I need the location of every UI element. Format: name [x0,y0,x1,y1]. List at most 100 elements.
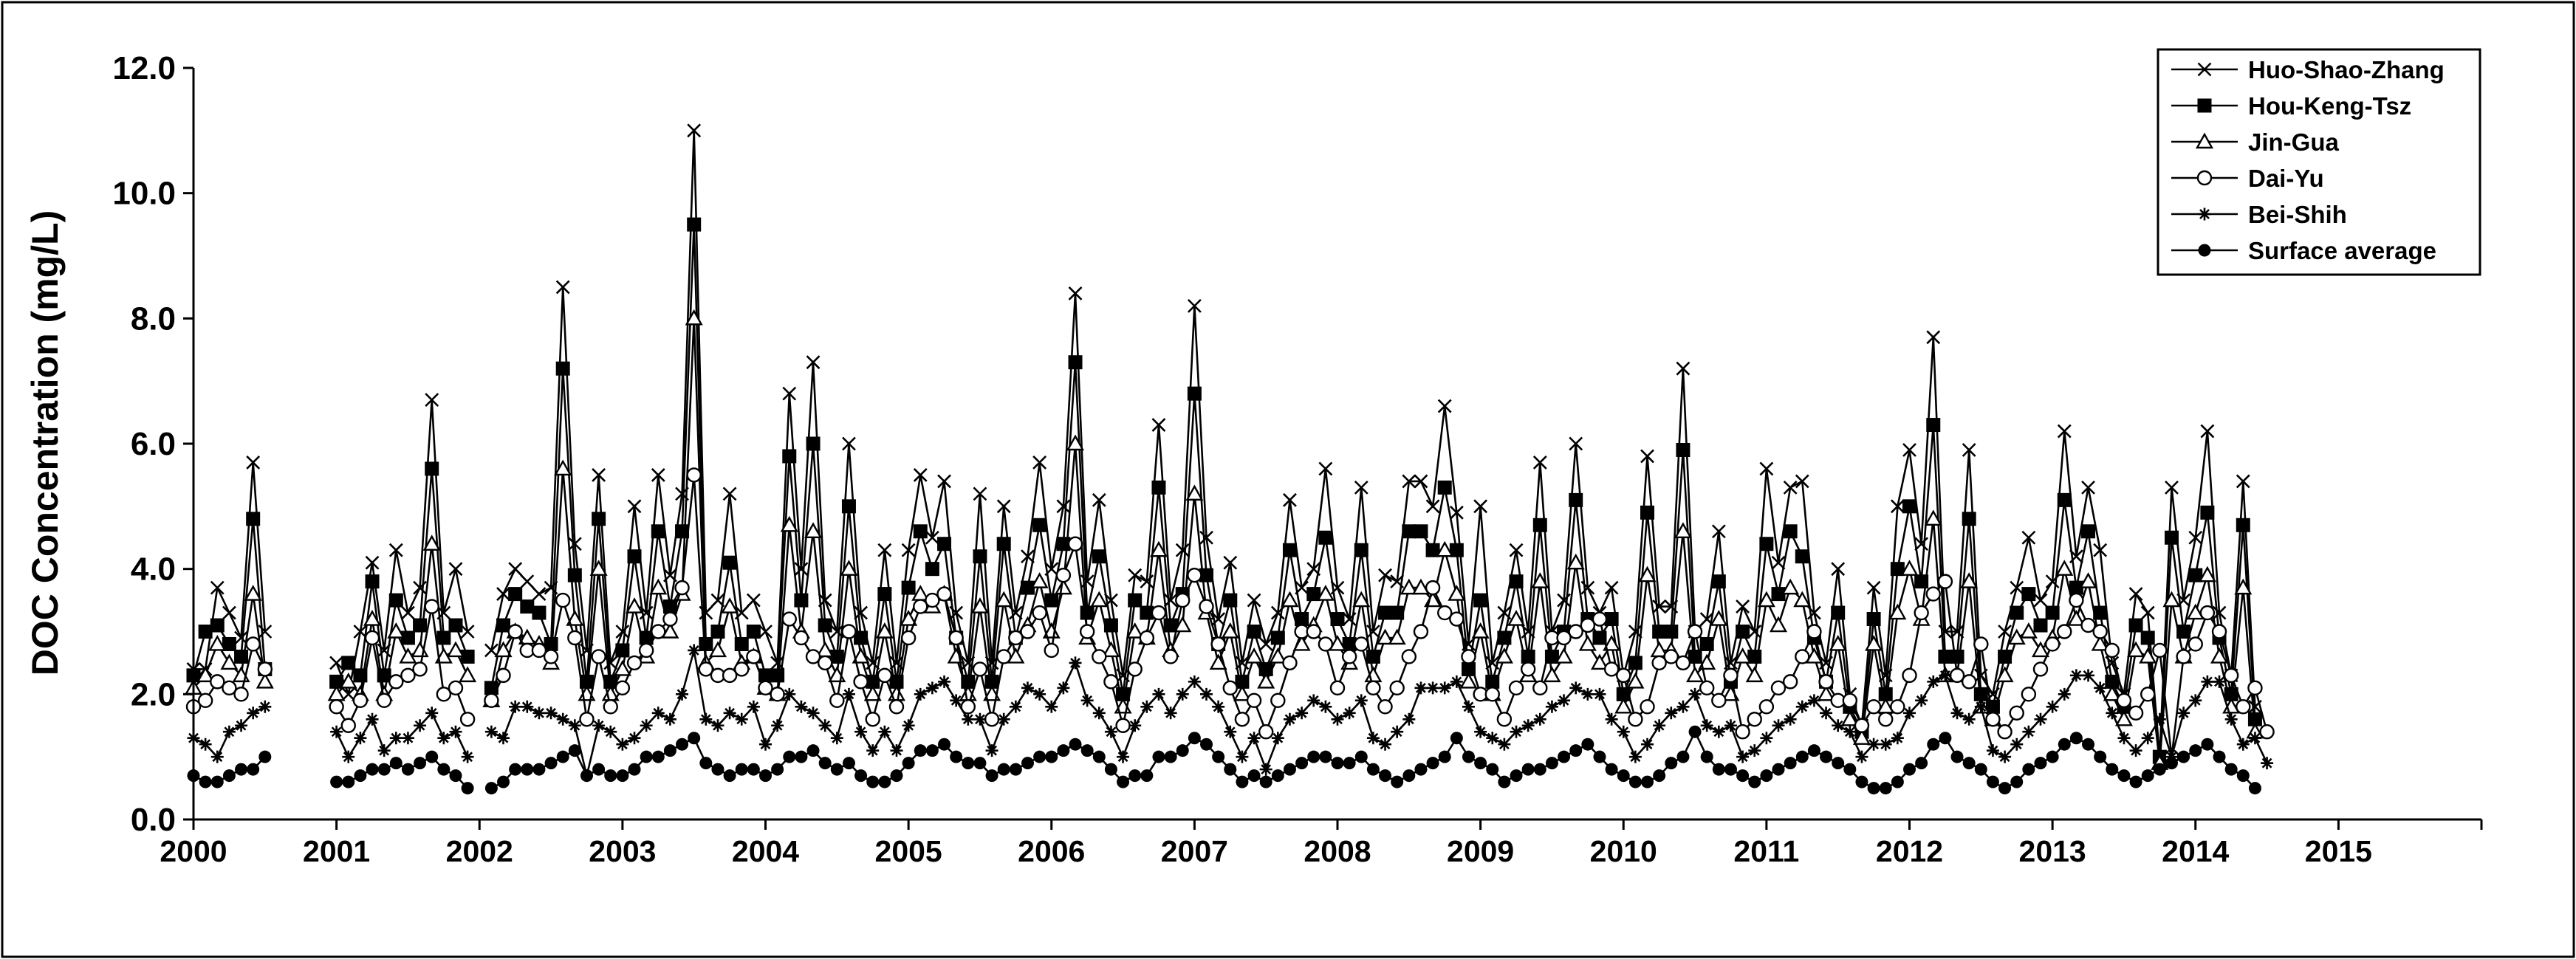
data-point [1366,763,1380,776]
data-point [1187,386,1202,401]
data-point [1617,725,1630,738]
data-point [1902,499,1916,514]
data-point [783,750,796,763]
data-point [604,725,617,738]
data-point [1566,553,1585,570]
data-point [2198,566,2216,582]
data-point [1295,707,1309,720]
data-point [973,757,987,770]
data-point [795,750,808,763]
data-point [1807,694,1820,707]
data-point [805,649,821,664]
data-point [1378,605,1393,620]
data-point [1832,719,1845,732]
data-point [1379,738,1392,751]
data-point [2201,738,2214,751]
legend-label: Huo-Shao-Zhang [2248,56,2445,83]
data-point [1962,712,1976,726]
data-point [1724,719,1737,732]
data-point [1283,712,1296,726]
data-point [1128,719,1142,732]
data-point [1855,750,1868,763]
legend-item-bei-shih: Bei-Shih [2171,201,2347,228]
data-point [603,699,618,715]
data-point [1914,605,1929,621]
data-point [1593,687,1606,701]
data-point [2210,647,2229,664]
data-point [1938,649,1953,664]
legend-marker [2198,207,2211,221]
data-point [220,653,239,670]
data-point [1115,718,1131,733]
data-point [389,732,402,745]
data-point [2079,572,2097,588]
data-point [842,757,855,770]
data-point [2093,605,2108,620]
data-point [1532,680,1548,696]
data-point [1391,725,1404,738]
data-point [804,522,823,538]
x-tick-label: 2003 [589,834,656,868]
data-point [1104,725,1117,738]
data-point [2009,705,2024,721]
data-point [2234,578,2253,595]
data-point [901,580,916,595]
data-point [1843,763,1857,776]
data-point [1295,757,1309,770]
data-point [1247,593,1261,608]
data-point [2224,712,2238,726]
data-point [1200,738,1213,751]
data-point [2186,603,2205,620]
data-point [853,674,869,690]
data-point [449,725,462,738]
data-point [746,593,761,608]
data-point [780,515,798,532]
data-point [1745,666,1764,683]
data-point [1507,610,1526,626]
data-point [1450,732,1463,745]
legend-box [2157,48,2481,276]
data-point [985,744,998,757]
data-point [1641,775,1654,788]
data-point [401,605,415,620]
data-point [484,643,499,658]
data-point [376,692,392,709]
data-point [1663,649,1679,664]
data-point [1759,537,1774,551]
data-point [1687,624,1703,639]
data-point [354,732,367,745]
data-point [496,587,510,602]
data-point [1413,624,1429,639]
data-point [1331,757,1344,770]
data-point [2212,605,2227,620]
data-point [1628,656,1642,670]
data-point [913,467,928,482]
data-point [2021,587,2036,602]
data-point [1865,634,1883,651]
legend-label: Dai-Yu [2248,165,2324,192]
data-point [1580,617,1596,633]
data-point [1199,530,1213,545]
data-point [1233,684,1251,701]
data-point [1712,725,1725,738]
data-point [400,630,415,645]
y-axis-label: DOC Concentration (mg/L) [24,210,66,676]
data-point [566,610,584,626]
data-point [613,659,631,676]
data-point [520,599,535,614]
data-point [2082,738,2095,751]
data-point [1164,707,1177,720]
data-point [2069,592,2084,608]
data-point [1653,719,1666,732]
data-point [2153,712,2166,726]
data-point [1770,680,1787,696]
data-point [1700,719,1713,732]
data-point [1044,593,1059,608]
data-point [1795,700,1809,713]
data-point [1009,700,1022,713]
data-point [1831,562,1846,577]
data-point [2128,587,2143,602]
data-point [1128,568,1143,582]
data-point [1509,543,1524,557]
data-point [1676,750,1690,763]
